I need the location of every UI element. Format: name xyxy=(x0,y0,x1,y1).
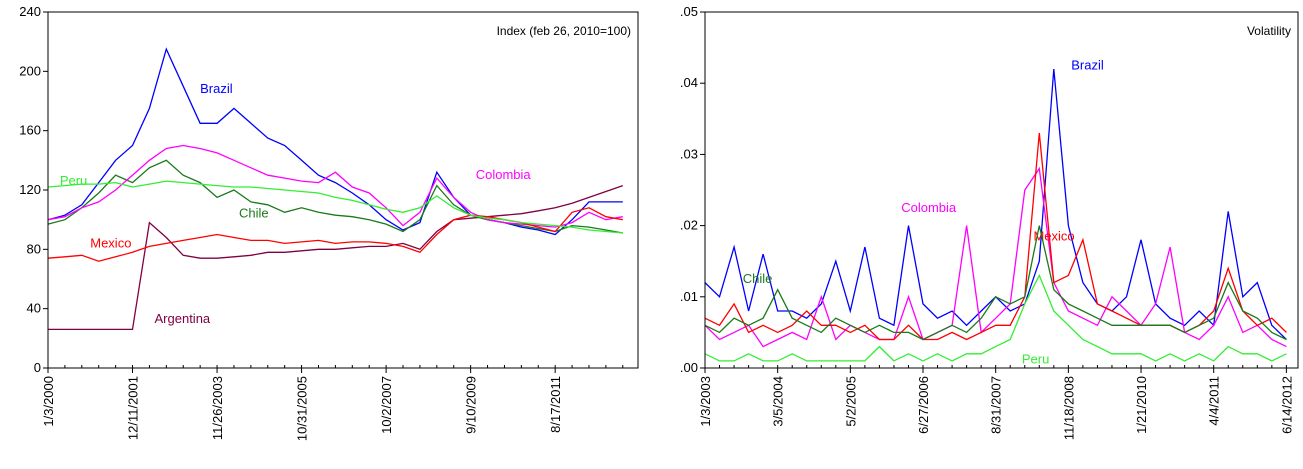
series-label: Colombia xyxy=(476,167,532,182)
x-tick-label: 11/26/2003 xyxy=(210,376,225,440)
series-line xyxy=(704,166,1287,348)
series-label: Mexico xyxy=(90,235,131,250)
series-label: Colombia xyxy=(901,200,957,215)
series-label: Chile xyxy=(743,271,773,286)
series-label: Argentina xyxy=(155,311,211,326)
x-tick-label: 11/18/2008 xyxy=(1061,376,1076,440)
series-line xyxy=(704,273,1287,362)
x-tick-label: 1/3/2000 xyxy=(41,376,56,427)
y-tick-label: 120 xyxy=(19,182,41,197)
series-label: Chile xyxy=(239,206,269,221)
series-line xyxy=(704,132,1287,341)
y-tick-label: .04 xyxy=(680,75,698,90)
series-label: Brazil xyxy=(1071,57,1104,72)
x-tick-label: 6/14/2012 xyxy=(1279,376,1294,434)
x-tick-label: 8/17/2011 xyxy=(548,376,563,433)
y-tick-label: .05 xyxy=(680,4,698,19)
y-tick-label: 160 xyxy=(19,123,41,138)
chart-panel: 0 40 80 120 160 200 240 1/3/2000 12/11/2001 11/26… xyxy=(19,4,639,441)
x-tick-label: 5/2/2005 xyxy=(843,376,858,427)
y-tick-label: .02 xyxy=(680,218,698,233)
series-label: Peru xyxy=(1022,351,1049,366)
plot-frame xyxy=(704,11,1299,369)
x-tick-label: 10/2/2007 xyxy=(379,376,394,434)
y-tick-label: 40 xyxy=(27,301,41,316)
x-tick-label: 12/11/2001 xyxy=(126,376,141,440)
series-line xyxy=(704,68,1287,340)
y-tick-label: 0 xyxy=(34,360,41,375)
y-tick-label: 80 xyxy=(27,241,41,256)
y-tick-label: 200 xyxy=(19,63,41,78)
y-tick-label: .01 xyxy=(680,289,698,304)
chart-title: Index (feb 26, 2010=100) xyxy=(497,24,631,38)
series-label: Brazil xyxy=(200,81,233,96)
x-tick-label: 10/31/2005 xyxy=(295,376,310,441)
chart-panel: .00 .01 .02 .03 .04 .05 1/3/2003 3/5/2004 5/2/20… xyxy=(680,4,1299,440)
x-tick-label: 3/5/2004 xyxy=(771,376,786,427)
x-tick-label: 6/27/2006 xyxy=(916,376,931,434)
y-tick-label: .00 xyxy=(680,360,698,375)
series-label: Mexico xyxy=(1033,228,1074,243)
series-line xyxy=(48,184,624,331)
y-tick-label: .03 xyxy=(680,146,698,161)
chart-title: Volatility xyxy=(1247,24,1291,38)
series-line xyxy=(47,47,623,236)
x-tick-label: 9/10/2009 xyxy=(464,376,479,434)
x-tick-label: 1/21/2010 xyxy=(1134,376,1149,434)
x-tick-label: 4/4/2011 xyxy=(1207,376,1222,426)
series-line xyxy=(47,159,623,234)
series-line xyxy=(47,207,623,262)
series-label: Peru xyxy=(60,173,87,188)
plot-frame xyxy=(47,11,639,369)
series-line xyxy=(704,225,1287,341)
series-line xyxy=(47,180,623,234)
x-tick-label: 1/3/2003 xyxy=(698,376,713,427)
y-tick-label: 240 xyxy=(19,4,41,19)
x-tick-label: 8/31/2007 xyxy=(989,376,1004,434)
